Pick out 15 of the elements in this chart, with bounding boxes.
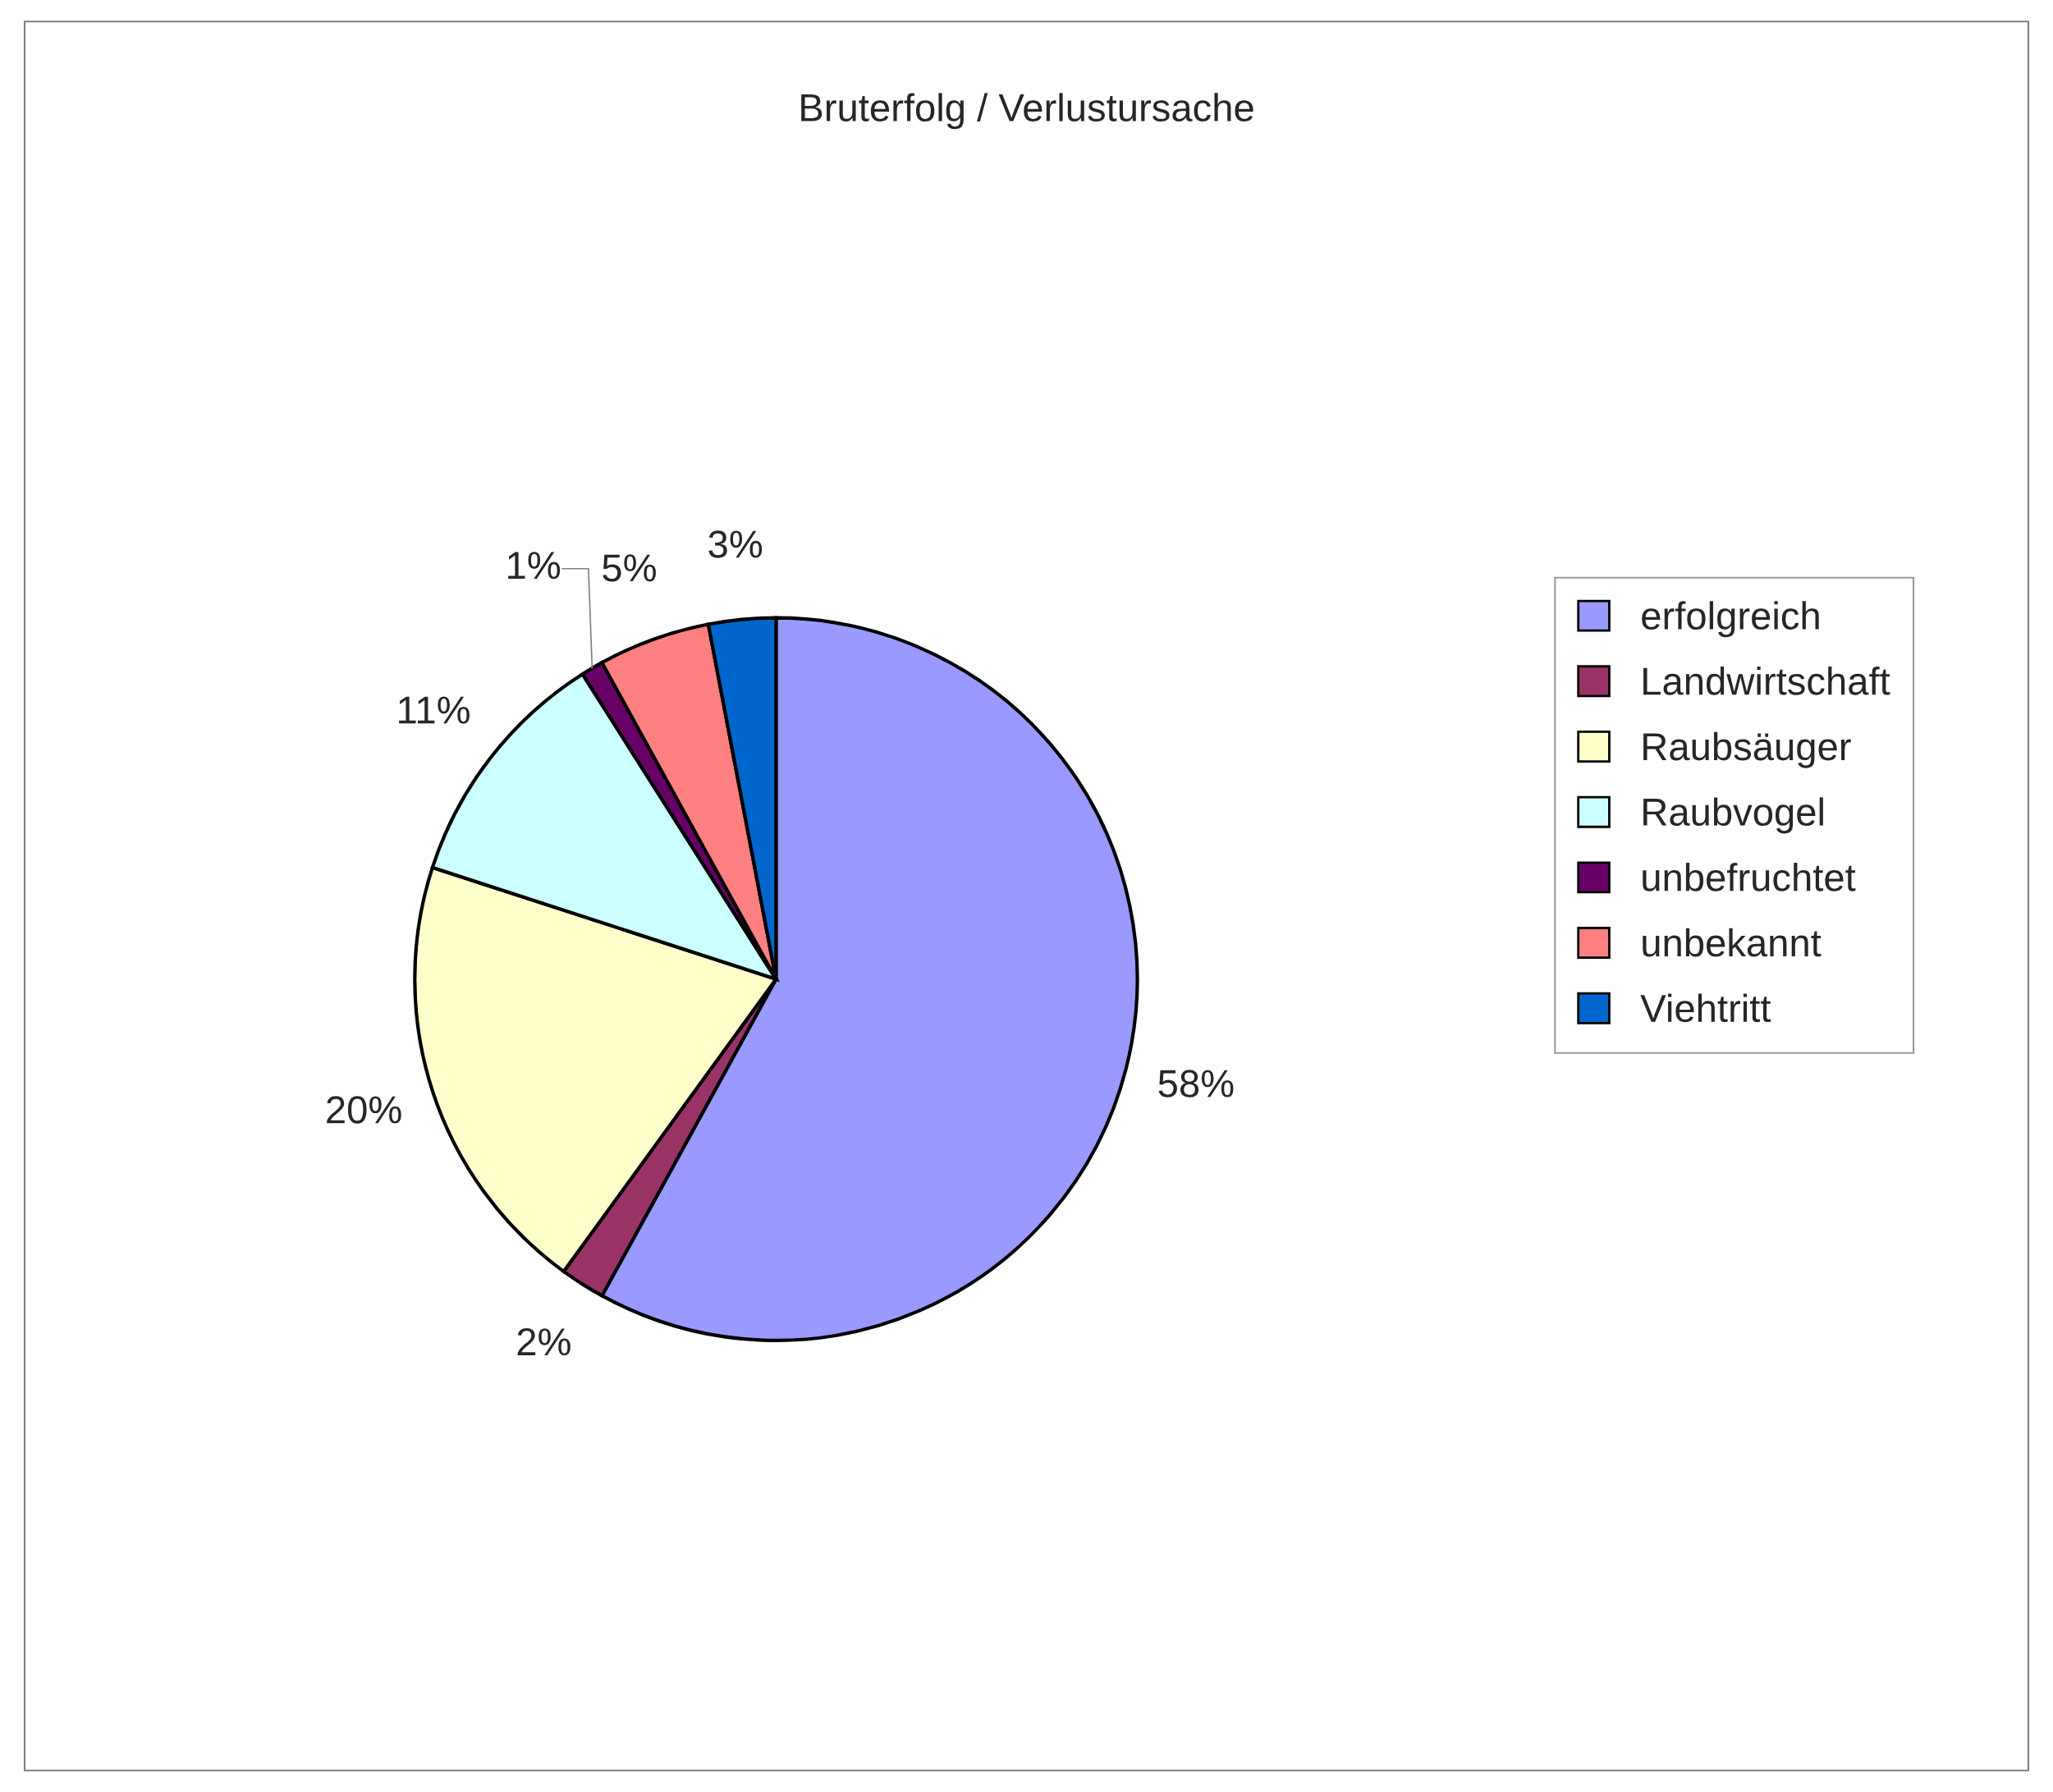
data-label: 20% (327, 1096, 401, 1124)
data-label: 11% (399, 696, 470, 724)
legend-label: Landwirtschaft (1643, 667, 1890, 695)
data-label: 58% (1158, 1070, 1234, 1098)
chart-title: Bruterfolg / Verlustursache (801, 93, 1253, 130)
data-label: 5% (603, 554, 656, 582)
data-label: 2% (517, 1327, 571, 1356)
legend-label: Raubsäuger (1643, 731, 1851, 768)
legend-label: unbefruchtet (1643, 863, 1856, 891)
legend-label: Viehtritt (1640, 993, 1771, 1023)
legend-label: erfolgreich (1642, 601, 1819, 638)
legend-label: Raubvogel (1643, 797, 1823, 834)
legend-label: unbekannt (1643, 928, 1822, 957)
data-label: 1% (508, 552, 561, 580)
data-label: 3% (708, 530, 763, 558)
